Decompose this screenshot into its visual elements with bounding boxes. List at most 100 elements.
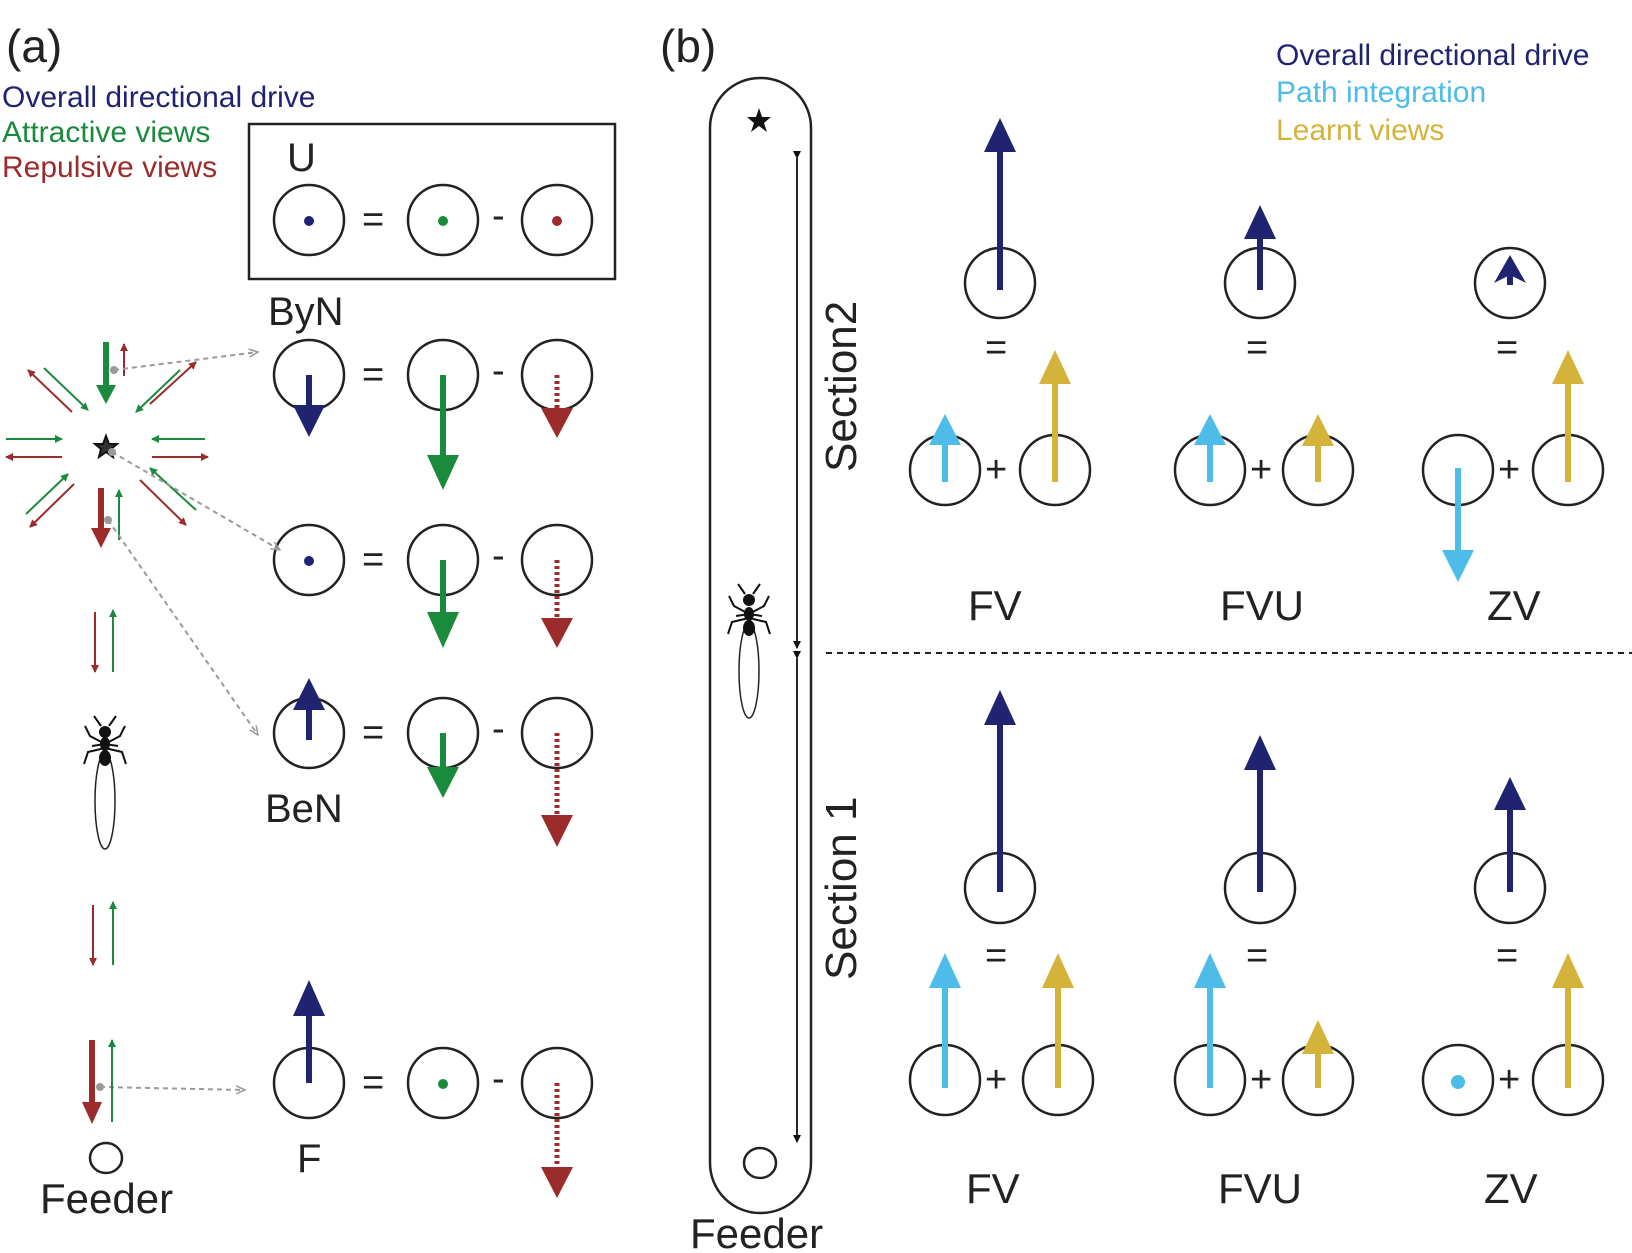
f-attractive-circle (406, 1046, 480, 1120)
byn-repulsive-arrow-head (541, 408, 573, 438)
byn-equation: ByN = - (268, 290, 594, 490)
ben-equation: BeN = - (265, 678, 594, 847)
f-minus-sign: - (492, 1058, 505, 1100)
s1-fvu-label: FVU (1218, 1165, 1302, 1212)
s2-fv-equals: = (985, 327, 1007, 369)
f-overall-arrow-head (293, 980, 325, 1016)
row-label-f: F (297, 1137, 321, 1181)
s1-fvu-learnt-head (1302, 1020, 1334, 1054)
s2-zv-plus: + (1498, 449, 1520, 491)
s1-fv-label: FV (966, 1165, 1020, 1212)
u-attractive-dot (438, 216, 448, 226)
s2-zv-label: ZV (1487, 582, 1541, 629)
s2-fvu-equation: = + FVU (1173, 205, 1355, 629)
route-arrow-pairs (82, 609, 117, 1124)
s2-fv-learnt-head (1039, 350, 1071, 384)
legend-attractive-views: Attractive views (2, 116, 210, 149)
s1-fvu-plus: + (1250, 1059, 1272, 1101)
u-overall-dot (304, 216, 314, 226)
u-repulsive-dot (552, 216, 562, 226)
ben-repulsive-circle (520, 696, 594, 770)
byn-attractive-arrow-head (427, 455, 459, 490)
byn-minus-sign: - (492, 350, 505, 392)
s1-fv-equation: = + FV (908, 690, 1095, 1212)
legend-b-overall-directional-drive: Overall directional drive (1276, 39, 1589, 72)
f-repulsive-circle (520, 1046, 594, 1120)
section1-label: Section 1 (817, 797, 866, 980)
panel-a-legend: Overall directional drive Attractive vie… (2, 81, 315, 184)
s1-zv-plus: + (1498, 1059, 1520, 1101)
row-label-ben: BeN (265, 787, 343, 831)
s2-zv-learnt-head (1552, 350, 1584, 384)
feeder-label-panel-a: Feeder (40, 1175, 173, 1222)
ben-equals-sign: = (362, 712, 384, 754)
ben-repulsive-arrow-head (541, 815, 573, 847)
s2-zv-equals: = (1496, 327, 1518, 369)
f-attractive-dot (438, 1079, 448, 1089)
s2-fv-overall-head (984, 118, 1016, 152)
nest-star-icon-panel-b (747, 108, 771, 132)
nest-minus-sign: - (492, 535, 505, 577)
nest-equals-sign: = (362, 539, 384, 581)
s2-fvu-plus: + (1250, 449, 1272, 491)
s1-zv-path-circle (1421, 1043, 1495, 1117)
s1-zv-overall-head (1494, 777, 1526, 810)
panel-b-legend: Overall directional drive Path integrati… (1276, 39, 1589, 147)
s2-fv-label: FV (968, 582, 1022, 629)
s2-fv-plus: + (985, 449, 1007, 491)
nest-repulsive-arrow-head (541, 618, 573, 648)
u-overall-circle (272, 183, 346, 257)
s1-zv-path-dot (1451, 1075, 1465, 1089)
u-minus-sign: - (492, 195, 505, 237)
f-equals-sign: = (362, 1062, 384, 1104)
row-label-byn: ByN (268, 290, 344, 334)
nest-overall-circle (272, 523, 346, 597)
s2-fvu-equals: = (1246, 327, 1268, 369)
f-equation: F = - (272, 980, 594, 1198)
u-equals-sign: = (362, 199, 384, 241)
s2-zv-equation: = + ZV (1421, 246, 1605, 629)
s1-zv-equals: = (1496, 935, 1518, 977)
s1-fv-overall-head (984, 690, 1016, 725)
legend-b-path-integration: Path integration (1276, 76, 1486, 109)
byn-overall-arrow-head (293, 405, 325, 437)
u-repulsive-circle (520, 183, 594, 257)
s2-fvu-overall-head (1244, 205, 1276, 239)
ant-icon-panel-b (727, 583, 771, 719)
f-repulsive-arrow-head (541, 1167, 573, 1198)
byn-equals-sign: = (362, 354, 384, 396)
nest-attractive-arrow-head (427, 612, 459, 648)
s1-fv-learnt-head (1042, 953, 1074, 988)
s1-zv-learnt-head (1552, 953, 1584, 988)
s2-fvu-path-head (1194, 414, 1226, 445)
panel-a-label: (a) (6, 20, 62, 72)
s2-fv-equation: = + FV (908, 118, 1092, 629)
s1-fv-plus: + (985, 1059, 1007, 1101)
feeder-icon-panel-b (742, 1146, 778, 1180)
route-capsule (708, 76, 813, 1215)
u-attractive-circle (406, 183, 480, 257)
s1-fvu-equals: = (1246, 935, 1268, 977)
feeder-label-panel-b: Feeder (690, 1210, 823, 1253)
legend-overall-directional-drive: Overall directional drive (2, 81, 315, 114)
ben-attractive-arrow-head (427, 767, 459, 798)
s1-fvu-equation: = + FVU (1173, 735, 1355, 1212)
s1-zv-label: ZV (1484, 1165, 1538, 1212)
s1-fvu-overall-head (1244, 735, 1276, 770)
section2-label: Section2 (817, 301, 866, 472)
nest-repulsive-circle (520, 523, 594, 597)
ant-icon-panel-a (83, 715, 127, 850)
row-label-u: U (287, 136, 316, 180)
ben-overall-arrow-head (293, 678, 325, 710)
s2-zv-path-head (1442, 550, 1474, 582)
s2-fvu-learnt-head (1302, 414, 1334, 446)
s2-zv-overall-circle (1473, 246, 1547, 320)
s2-fvu-label: FVU (1220, 582, 1304, 629)
s1-fv-equals: = (985, 935, 1007, 977)
s1-fvu-path-head (1194, 953, 1226, 988)
panel-b-label: (b) (660, 20, 716, 72)
legend-b-learnt-views: Learnt views (1276, 114, 1444, 147)
pointer-lines (99, 352, 280, 1090)
s2-zv-overall-head (1494, 255, 1526, 283)
